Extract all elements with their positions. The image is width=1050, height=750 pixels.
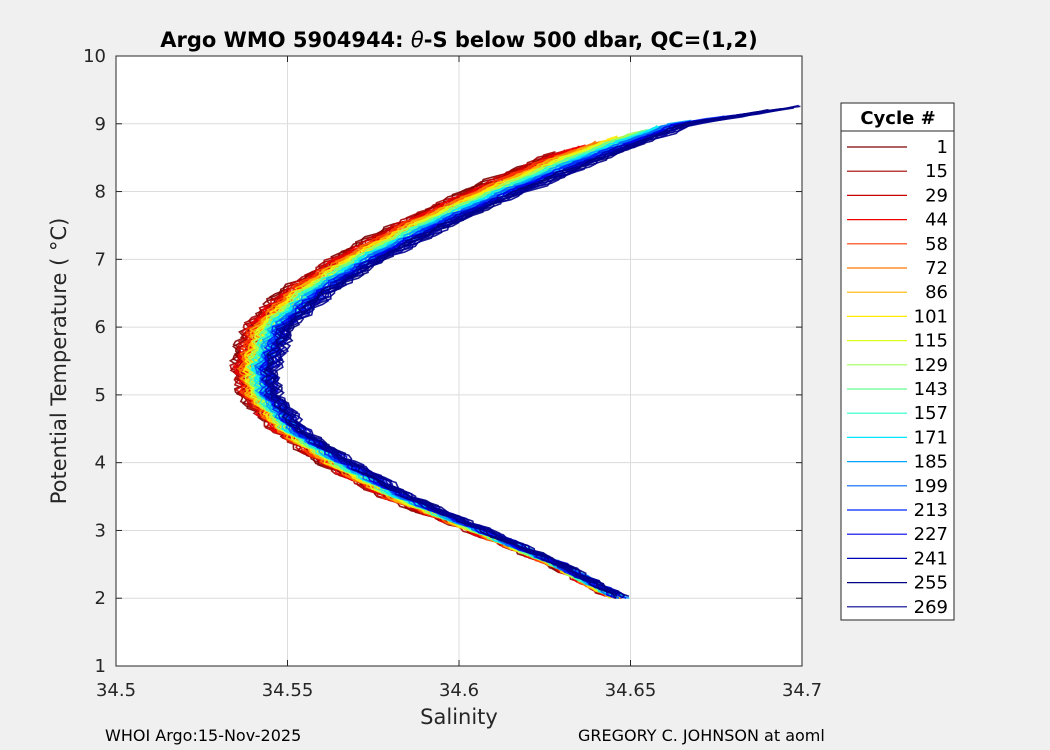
y-tick-label: 10 xyxy=(83,46,106,67)
y-tick-label: 9 xyxy=(95,114,106,135)
y-tick-label: 3 xyxy=(95,520,106,541)
footer-right: GREGORY C. JOHNSON at aoml xyxy=(578,726,825,745)
legend-label: 269 xyxy=(914,597,948,618)
legend-label: 241 xyxy=(914,548,948,569)
legend-label: 171 xyxy=(914,427,948,448)
profile-line xyxy=(268,104,799,595)
profile-lines xyxy=(228,104,801,599)
y-tick-label: 6 xyxy=(95,317,106,338)
legend-label: 1 xyxy=(937,137,948,158)
legend-label: 199 xyxy=(914,476,948,497)
legend-label: 129 xyxy=(914,355,948,376)
legend-label: 185 xyxy=(914,452,948,473)
legend-label: 72 xyxy=(925,258,948,279)
legend-label: 58 xyxy=(925,234,948,255)
x-tick-label: 34.7 xyxy=(782,680,822,701)
legend-label: 255 xyxy=(914,573,948,594)
legend-label: 213 xyxy=(914,500,948,521)
y-axis-label: Potential Temperature ( °C) xyxy=(47,218,71,505)
legend-label: 115 xyxy=(914,331,948,352)
legend-label: 227 xyxy=(914,524,948,545)
legend-label: 29 xyxy=(925,185,948,206)
legend-label: 143 xyxy=(914,379,948,400)
chart-title: Argo WMO 5904944: θ-S below 500 dbar, QC… xyxy=(160,28,757,52)
y-tick-label: 8 xyxy=(95,182,106,203)
footer-left: WHOI Argo:15-Nov-2025 xyxy=(105,726,301,745)
legend-label: 86 xyxy=(925,282,948,303)
legend-label: 157 xyxy=(914,403,948,424)
y-tick-label: 2 xyxy=(95,588,106,609)
legend-label: 15 xyxy=(925,161,948,182)
x-tick-label: 34.55 xyxy=(262,680,314,701)
x-tick-label: 34.65 xyxy=(605,680,657,701)
legend-entries: 1152944587286101115129143157171185199213… xyxy=(847,137,948,618)
x-axis-label: Salinity xyxy=(420,705,498,729)
profile-line xyxy=(265,105,801,597)
x-tick-label: 34.5 xyxy=(96,680,136,701)
legend-label: 44 xyxy=(925,210,948,231)
y-tick-label: 4 xyxy=(95,453,106,474)
x-tick-label: 34.6 xyxy=(439,680,479,701)
legend-label: 101 xyxy=(914,306,948,327)
y-tick-label: 7 xyxy=(95,249,106,270)
legend: Cycle # 11529445872861011151291431571711… xyxy=(840,102,955,621)
y-tick-label: 1 xyxy=(95,656,106,677)
legend-title: Cycle # xyxy=(860,108,935,129)
axis-ticks: 34.5 34.55 34.6 34.65 34.7 1 2 3 4 5 6 7 8 9 10 xyxy=(83,46,822,701)
y-tick-label: 5 xyxy=(95,385,106,406)
